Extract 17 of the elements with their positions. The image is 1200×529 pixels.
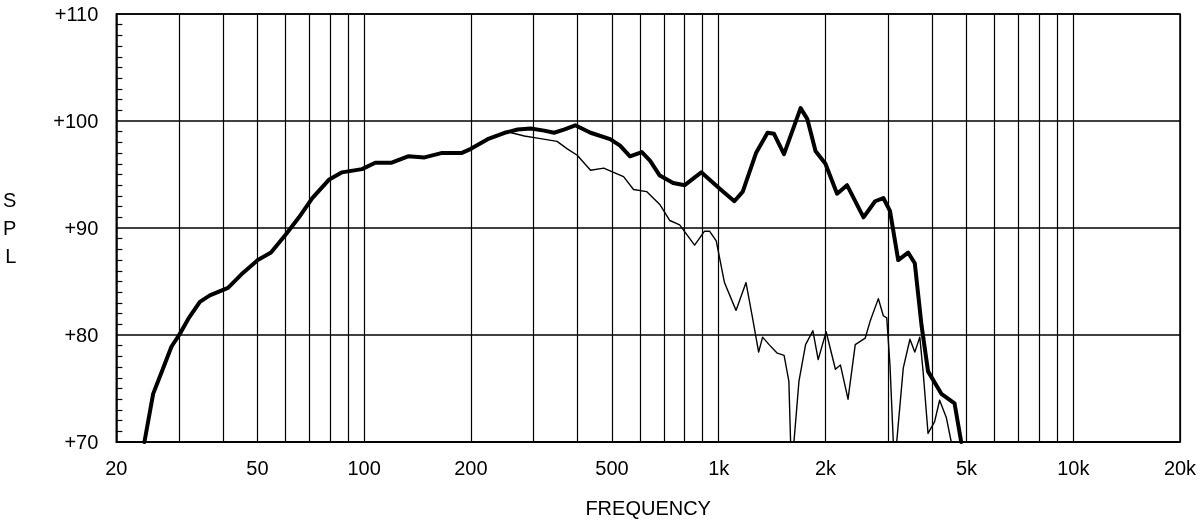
x-tick-label: 1k (708, 457, 731, 479)
x-tick-label: 10k (1057, 457, 1091, 479)
y-axis-title: SPL (3, 189, 17, 267)
x-tick-label: 200 (454, 457, 488, 479)
x-tick-label: 5k (955, 457, 979, 479)
y-tick-label: +100 (53, 110, 99, 132)
y-tick-label: +70 (64, 431, 99, 453)
x-tick-label: 2k (814, 457, 838, 479)
x-tick-label: 50 (246, 457, 269, 479)
y-tick-label: +90 (64, 217, 99, 239)
x-tick-label: 100 (347, 457, 381, 479)
y-tick-label: +110 (54, 3, 99, 25)
y-tick-label: +80 (64, 324, 99, 346)
x-tick-label: 500 (595, 457, 629, 479)
x-tick-label: 20k (1163, 457, 1198, 479)
x-axis-title: FREQUENCY (585, 497, 711, 519)
x-tick-label: 20 (105, 457, 128, 479)
